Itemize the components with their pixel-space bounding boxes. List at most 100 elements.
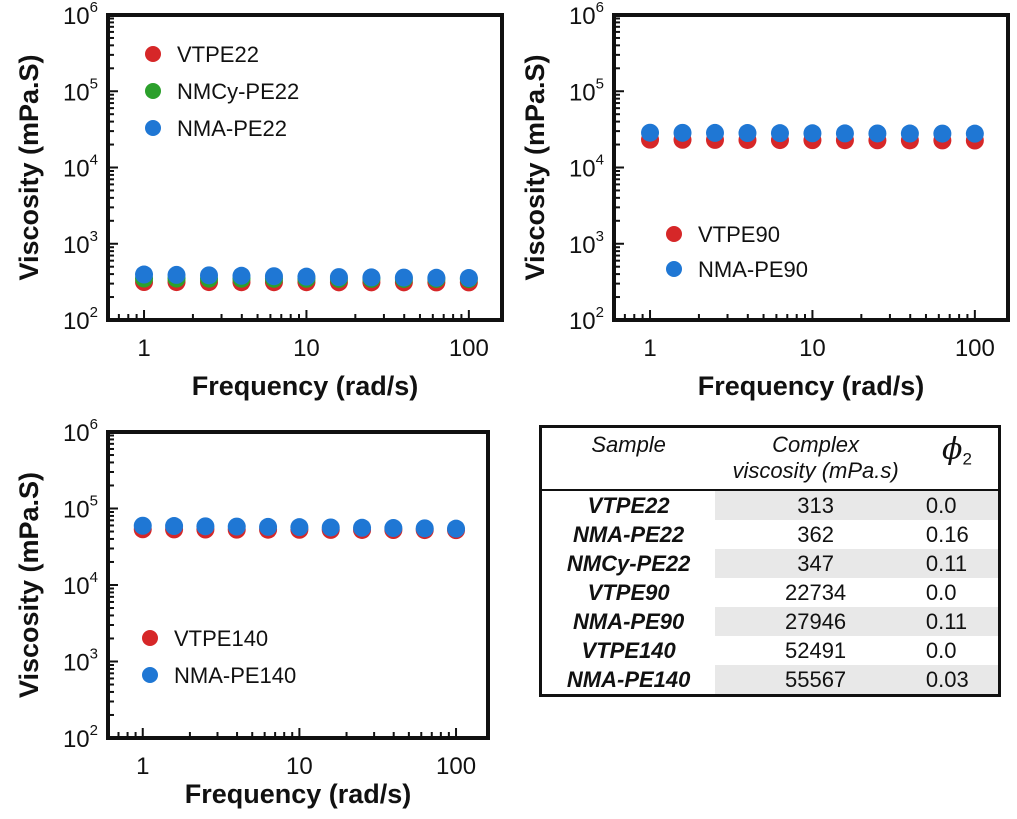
data-point — [673, 123, 692, 142]
y-tick-label: 105 — [569, 75, 604, 106]
viscosity-cell: 22734 — [715, 577, 916, 607]
legend-marker — [666, 226, 682, 242]
x-tick-label: 100 — [436, 753, 476, 780]
data-point — [133, 516, 152, 535]
sample-cell: NMCy-PE22 — [566, 550, 691, 576]
chart-3: 1 10 100 102 103 104 105 106 Frequency (rad/s) Vi… — [14, 416, 490, 809]
data-point — [321, 518, 340, 537]
table-row: NMA-PE90 27946 0.11 — [542, 606, 998, 637]
sample-cell: NMA-PE90 — [573, 608, 685, 634]
legend-label: NMA-PE90 — [698, 257, 808, 282]
legend-marker — [666, 261, 682, 277]
legend-marker — [142, 630, 158, 646]
x-tick-label: 10 — [799, 335, 826, 362]
sample-cell: NMA-PE22 — [573, 521, 685, 547]
viscosity-cell: 362 — [715, 519, 916, 549]
data-point — [362, 268, 381, 287]
y-tick-label: 102 — [569, 304, 604, 335]
viscosity-cell: 55567 — [715, 665, 916, 695]
phi-cell: 0.11 — [915, 606, 998, 637]
x-tick-label: 10 — [293, 335, 320, 362]
data-point — [459, 269, 478, 288]
table-row: VTPE90 22734 0.0 — [542, 577, 998, 607]
data-point — [199, 266, 218, 285]
phi-cell: 0.0 — [915, 489, 998, 520]
sample-cell: VTPE90 — [587, 579, 670, 605]
chart-1: 1 10 100 102 103 104 105 106 Frequency (rad/s) Vi… — [14, 0, 504, 401]
data-point — [641, 123, 660, 142]
legend-label: VTPE90 — [698, 222, 780, 247]
data-point — [165, 517, 184, 536]
y-tick-label: 103 — [63, 228, 98, 259]
legend-label: NMA-PE140 — [174, 663, 296, 688]
data-point — [965, 124, 984, 143]
x-tick-label: 10 — [286, 753, 313, 780]
phi-cell: 0.0 — [925, 579, 957, 605]
table-row: VTPE140 52491 0.0 — [542, 636, 998, 666]
sample-cell: NMA-PE140 — [566, 667, 691, 693]
phi-cell: 0.16 — [925, 521, 969, 547]
legend-marker — [145, 83, 161, 99]
y-tick-label: 106 — [569, 0, 604, 30]
data-point — [297, 267, 316, 286]
data-point — [770, 124, 789, 143]
y-tick-label: 105 — [63, 493, 98, 524]
legend-label: NMCy-PE22 — [177, 79, 299, 104]
legend-marker — [145, 46, 161, 62]
data-point — [868, 124, 887, 143]
x-tick-label: 1 — [137, 335, 150, 362]
data-point — [135, 265, 154, 284]
data-point — [900, 124, 919, 143]
data-point — [196, 517, 215, 536]
y-tick-label: 104 — [569, 152, 604, 183]
y-tick-label: 106 — [63, 416, 98, 447]
y-tick-label: 106 — [63, 0, 98, 30]
phi-cell: 0.0 — [925, 638, 957, 664]
data-point — [227, 517, 246, 536]
x-axis-title: Frequency (rad/s) — [698, 371, 925, 401]
data-point — [427, 268, 446, 287]
legend-label: VTPE140 — [174, 626, 268, 651]
y-tick-label: 103 — [569, 228, 604, 259]
legend-label: NMA-PE22 — [177, 116, 287, 141]
y-tick-label: 102 — [63, 722, 98, 753]
y-axis-title: Viscosity (mPa.S) — [14, 472, 44, 698]
legend-label: VTPE22 — [177, 42, 259, 67]
y-tick-label: 104 — [63, 569, 98, 600]
y-axis-title: Viscosity (mPa.S) — [520, 54, 550, 280]
table-row: NMA-PE22 362 0.16 — [542, 519, 998, 549]
y-tick-label: 104 — [63, 152, 98, 183]
data-point — [232, 266, 251, 285]
x-tick-label: 1 — [136, 753, 149, 780]
data-point — [167, 265, 186, 284]
y-axis-title: Viscosity (mPa.S) — [14, 54, 44, 280]
data-point — [933, 124, 952, 143]
y-tick-label: 105 — [63, 75, 98, 106]
data-point — [447, 519, 466, 538]
x-tick-label: 100 — [449, 335, 489, 362]
data-point — [290, 518, 309, 537]
phi-cell: 0.03 — [915, 665, 998, 695]
data-point — [394, 268, 413, 287]
header-sample: Sample — [591, 432, 666, 457]
data-point — [329, 268, 348, 287]
x-tick-label: 1 — [643, 335, 656, 362]
viscosity-cell: 27946 — [715, 606, 916, 637]
phi-cell: 0.11 — [915, 548, 998, 578]
data-point — [835, 124, 854, 143]
x-tick-label: 100 — [955, 335, 995, 362]
header-viscosity: Complex viscosity (mPa.s) — [732, 432, 899, 484]
data-point — [738, 124, 757, 143]
data-point — [353, 518, 372, 537]
y-tick-label: 102 — [63, 304, 98, 335]
table-row: NMA-PE140 55567 0.03 — [542, 665, 998, 695]
summary-table: Sample Complex viscosity (mPa.s) ϕ2 VTPE2… — [539, 425, 1001, 698]
table-row: NMCy-PE22 347 0.11 — [542, 548, 998, 578]
data-point — [264, 267, 283, 286]
legend-marker — [145, 120, 161, 136]
x-axis-title: Frequency (rad/s) — [185, 779, 412, 809]
sample-cell: VTPE140 — [581, 638, 676, 664]
chart-2: 1 10 100 102 103 104 105 106 Frequency (rad/s) Vi… — [520, 0, 1010, 401]
viscosity-cell: 313 — [715, 489, 916, 520]
x-axis-title: Frequency (rad/s) — [192, 371, 419, 401]
